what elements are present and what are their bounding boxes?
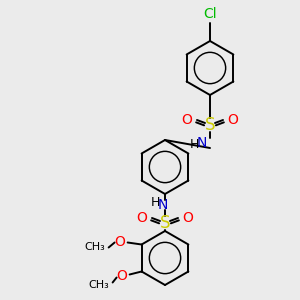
Text: O: O <box>182 113 192 127</box>
Text: O: O <box>183 211 194 225</box>
Text: N: N <box>158 198 168 212</box>
Text: CH₃: CH₃ <box>88 280 109 290</box>
Text: N: N <box>197 136 207 150</box>
Text: O: O <box>116 269 127 284</box>
Text: CH₃: CH₃ <box>84 242 105 253</box>
Text: H: H <box>150 196 160 209</box>
Text: O: O <box>136 211 147 225</box>
Text: S: S <box>205 116 215 134</box>
Text: S: S <box>160 214 170 232</box>
Text: O: O <box>228 113 238 127</box>
Text: O: O <box>114 236 125 250</box>
Text: H: H <box>189 137 199 151</box>
Text: Cl: Cl <box>203 7 217 21</box>
